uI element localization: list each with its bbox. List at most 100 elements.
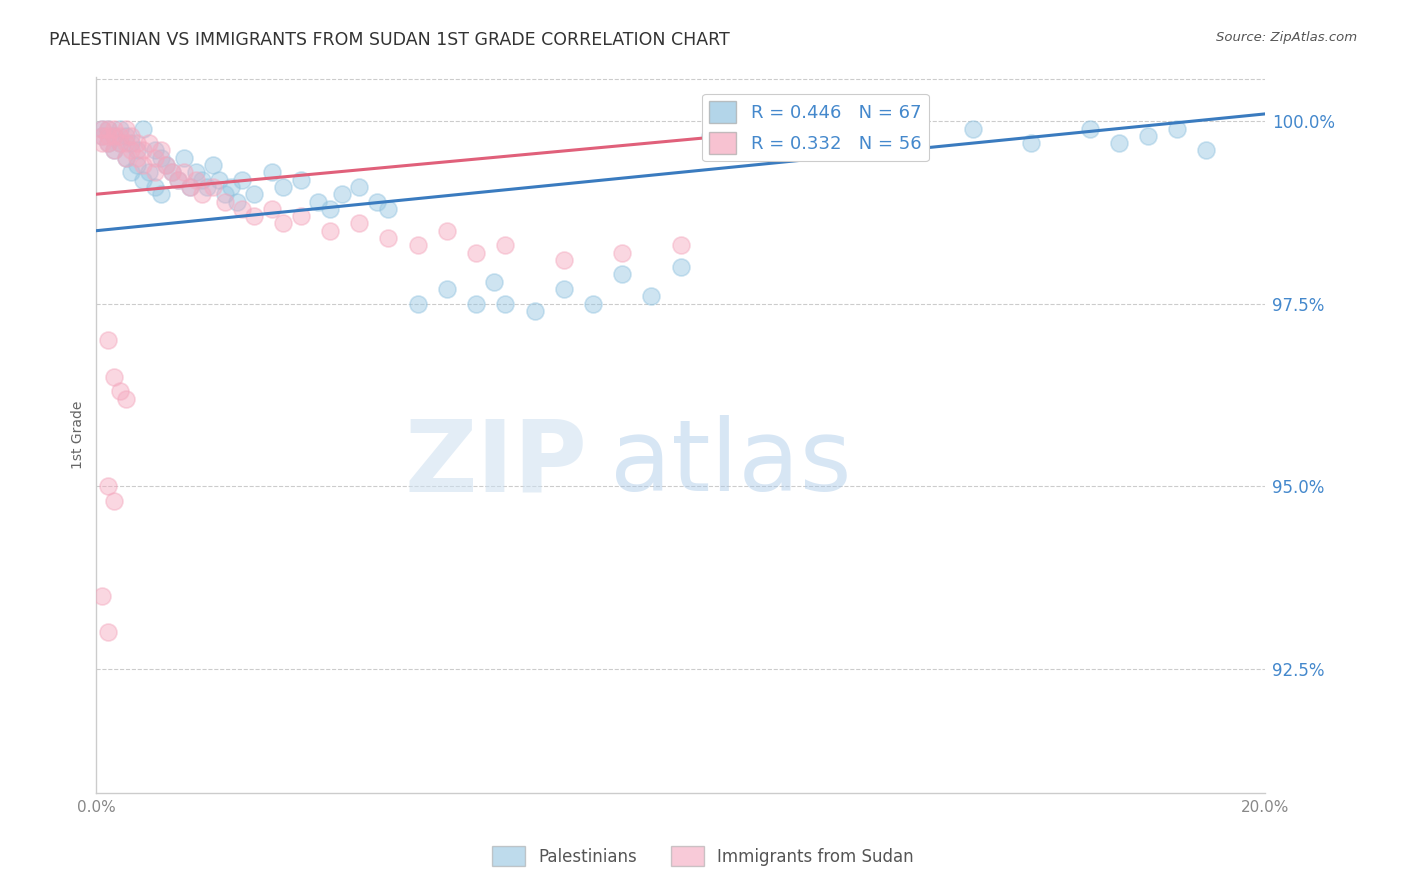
Point <box>208 172 231 186</box>
Point <box>553 282 575 296</box>
Point <box>202 158 225 172</box>
Y-axis label: 1st Grade: 1st Grade <box>72 401 86 469</box>
Point <box>366 194 388 209</box>
Point <box>699 128 721 143</box>
Point <box>190 172 212 186</box>
Point <box>786 136 808 150</box>
Point <box>97 479 120 493</box>
Point <box>149 151 172 165</box>
Text: atlas: atlas <box>610 415 852 512</box>
Point <box>149 144 172 158</box>
Point <box>103 493 125 508</box>
Point <box>195 180 218 194</box>
Point <box>669 238 692 252</box>
Point <box>162 165 184 179</box>
Point <box>97 136 120 150</box>
Point <box>231 202 253 216</box>
Point <box>184 165 207 179</box>
Point <box>97 625 120 640</box>
Point <box>91 121 114 136</box>
Point <box>97 333 120 347</box>
Point <box>612 245 634 260</box>
Point <box>143 144 166 158</box>
Point <box>114 151 136 165</box>
Point <box>260 202 283 216</box>
Point <box>120 144 142 158</box>
Point <box>962 121 984 136</box>
Point <box>1108 136 1130 150</box>
Point <box>167 172 190 186</box>
Point <box>97 136 120 150</box>
Point <box>307 194 329 209</box>
Point <box>377 202 399 216</box>
Point <box>127 136 149 150</box>
Point <box>138 136 160 150</box>
Point <box>91 128 114 143</box>
Point <box>97 121 120 136</box>
Point <box>173 165 195 179</box>
Point <box>349 180 371 194</box>
Point <box>465 245 488 260</box>
Point <box>103 144 125 158</box>
Point <box>132 121 155 136</box>
Point <box>108 128 131 143</box>
Point <box>523 304 546 318</box>
Point <box>120 128 142 143</box>
Point <box>132 144 155 158</box>
Text: PALESTINIAN VS IMMIGRANTS FROM SUDAN 1ST GRADE CORRELATION CHART: PALESTINIAN VS IMMIGRANTS FROM SUDAN 1ST… <box>49 31 730 49</box>
Point <box>120 136 142 150</box>
Point <box>143 165 166 179</box>
Point <box>91 121 114 136</box>
Point <box>97 121 120 136</box>
Point <box>190 187 212 202</box>
Point <box>271 216 294 230</box>
Point <box>494 296 516 310</box>
Text: ZIP: ZIP <box>405 415 588 512</box>
Point <box>1195 144 1218 158</box>
Point <box>243 209 266 223</box>
Point <box>231 172 253 186</box>
Point <box>290 209 312 223</box>
Point <box>162 165 184 179</box>
Point <box>214 187 236 202</box>
Point <box>1019 136 1042 150</box>
Point <box>436 282 458 296</box>
Point <box>149 187 172 202</box>
Point <box>225 194 247 209</box>
Point <box>214 194 236 209</box>
Text: Source: ZipAtlas.com: Source: ZipAtlas.com <box>1216 31 1357 45</box>
Point <box>103 144 125 158</box>
Point <box>91 136 114 150</box>
Point <box>406 238 429 252</box>
Point <box>406 296 429 310</box>
Point <box>482 275 505 289</box>
Point <box>349 216 371 230</box>
Point <box>319 202 342 216</box>
Point <box>465 296 488 310</box>
Point <box>167 172 190 186</box>
Legend: R = 0.446   N = 67, R = 0.332   N = 56: R = 0.446 N = 67, R = 0.332 N = 56 <box>702 94 928 161</box>
Point <box>138 165 160 179</box>
Point <box>1136 128 1159 143</box>
Point <box>114 151 136 165</box>
Point <box>582 296 605 310</box>
Point <box>1078 121 1101 136</box>
Point <box>103 128 125 143</box>
Point <box>103 121 125 136</box>
Point <box>103 369 125 384</box>
Point <box>494 238 516 252</box>
Point <box>91 128 114 143</box>
Point <box>243 187 266 202</box>
Point <box>330 187 353 202</box>
Point <box>553 252 575 267</box>
Point <box>127 144 149 158</box>
Point <box>179 180 201 194</box>
Point <box>319 224 342 238</box>
Point <box>108 384 131 399</box>
Point <box>436 224 458 238</box>
Point <box>127 158 149 172</box>
Point <box>202 180 225 194</box>
Point <box>290 172 312 186</box>
Point <box>155 158 177 172</box>
Point <box>184 172 207 186</box>
